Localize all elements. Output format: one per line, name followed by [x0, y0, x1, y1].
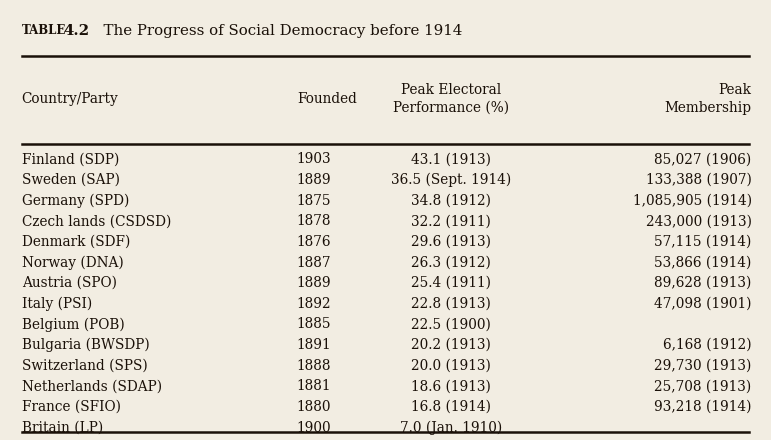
Text: 22.5 (1900): 22.5 (1900) [411, 317, 491, 331]
Text: 1880: 1880 [297, 400, 332, 414]
Text: Austria (SPO): Austria (SPO) [22, 276, 116, 290]
Text: 22.8 (1913): 22.8 (1913) [411, 297, 491, 311]
Text: 1892: 1892 [297, 297, 332, 311]
Text: 1887: 1887 [297, 256, 332, 270]
Text: 93,218 (1914): 93,218 (1914) [655, 400, 752, 414]
Text: 57,115 (1914): 57,115 (1914) [655, 235, 752, 249]
Text: The Progress of Social Democracy before 1914: The Progress of Social Democracy before … [94, 24, 463, 38]
Text: Country/Party: Country/Party [22, 92, 118, 106]
Text: 29.6 (1913): 29.6 (1913) [411, 235, 491, 249]
Text: 25.4 (1911): 25.4 (1911) [411, 276, 491, 290]
Text: Founded: Founded [297, 92, 357, 106]
Text: 1875: 1875 [297, 194, 332, 208]
Text: Norway (DNA): Norway (DNA) [22, 255, 123, 270]
Text: 1889: 1889 [297, 276, 332, 290]
Text: 29,730 (1913): 29,730 (1913) [655, 359, 752, 373]
Text: Peak Electoral
Performance (%): Peak Electoral Performance (%) [393, 83, 509, 115]
Text: 1885: 1885 [297, 317, 332, 331]
Text: Switzerland (SPS): Switzerland (SPS) [22, 359, 147, 373]
Text: 4.2: 4.2 [63, 24, 89, 38]
Text: 243,000 (1913): 243,000 (1913) [646, 214, 752, 228]
Text: 85,027 (1906): 85,027 (1906) [655, 152, 752, 166]
Text: France (SFIO): France (SFIO) [22, 400, 120, 414]
Text: 18.6 (1913): 18.6 (1913) [411, 379, 491, 393]
Text: Netherlands (SDAP): Netherlands (SDAP) [22, 379, 162, 393]
Text: 20.0 (1913): 20.0 (1913) [411, 359, 491, 373]
Text: 1888: 1888 [297, 359, 332, 373]
Text: 89,628 (1913): 89,628 (1913) [655, 276, 752, 290]
Text: 1881: 1881 [297, 379, 332, 393]
Text: 7.0 (Jan. 1910): 7.0 (Jan. 1910) [400, 421, 502, 435]
Text: 1903: 1903 [297, 152, 332, 166]
Text: 1891: 1891 [297, 338, 332, 352]
Text: Britain (LP): Britain (LP) [22, 421, 103, 435]
Text: TABLE: TABLE [22, 24, 66, 37]
Text: 1878: 1878 [297, 214, 332, 228]
Text: Germany (SPD): Germany (SPD) [22, 193, 129, 208]
Text: Finland (SDP): Finland (SDP) [22, 152, 119, 166]
Text: Italy (PSI): Italy (PSI) [22, 297, 92, 311]
Text: 1,085,905 (1914): 1,085,905 (1914) [632, 194, 752, 208]
Text: Belgium (POB): Belgium (POB) [22, 317, 124, 332]
Text: 47,098 (1901): 47,098 (1901) [655, 297, 752, 311]
Text: 25,708 (1913): 25,708 (1913) [655, 379, 752, 393]
Text: 6,168 (1912): 6,168 (1912) [663, 338, 752, 352]
Text: 16.8 (1914): 16.8 (1914) [411, 400, 491, 414]
Text: 34.8 (1912): 34.8 (1912) [411, 194, 491, 208]
Text: 133,388 (1907): 133,388 (1907) [646, 173, 752, 187]
Text: 53,866 (1914): 53,866 (1914) [655, 256, 752, 270]
Text: Peak
Membership: Peak Membership [665, 83, 752, 115]
Text: Bulgaria (BWSDP): Bulgaria (BWSDP) [22, 338, 150, 352]
Text: 36.5 (Sept. 1914): 36.5 (Sept. 1914) [391, 173, 511, 187]
Text: 43.1 (1913): 43.1 (1913) [411, 152, 491, 166]
Text: 20.2 (1913): 20.2 (1913) [411, 338, 491, 352]
Text: 32.2 (1911): 32.2 (1911) [411, 214, 491, 228]
Text: 26.3 (1912): 26.3 (1912) [411, 256, 491, 270]
Text: 1876: 1876 [297, 235, 332, 249]
Text: Denmark (SDF): Denmark (SDF) [22, 235, 130, 249]
Text: 1900: 1900 [297, 421, 332, 435]
Text: 1889: 1889 [297, 173, 332, 187]
Text: Czech lands (CSDSD): Czech lands (CSDSD) [22, 214, 171, 228]
Text: Sweden (SAP): Sweden (SAP) [22, 173, 120, 187]
